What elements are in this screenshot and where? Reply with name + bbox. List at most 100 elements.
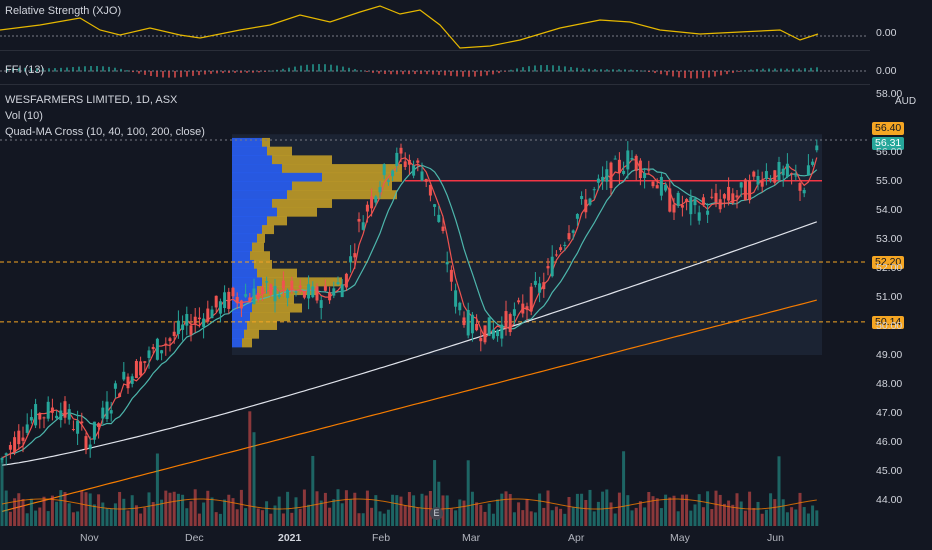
volume-bar [441, 495, 445, 526]
volume-profile-down [272, 198, 332, 208]
ffi-bar [660, 71, 662, 75]
candle-body [218, 301, 222, 314]
candle-body [34, 404, 38, 426]
volume-bar [773, 499, 777, 526]
volume-profile-up [232, 198, 272, 208]
candle-body [176, 320, 180, 335]
candle-body [630, 157, 634, 160]
candle-body [307, 284, 311, 299]
candle-body [773, 170, 777, 183]
candle-body [559, 247, 563, 251]
ffi-bar [546, 65, 548, 72]
earnings-marker-icon[interactable]: E [430, 507, 443, 520]
ffi-bar [162, 71, 164, 78]
candle-body [365, 204, 369, 212]
candle-body [802, 189, 806, 194]
volume-bar [424, 495, 428, 526]
volume-bar [130, 495, 134, 526]
volume-bar [454, 510, 458, 526]
volume-profile-up [232, 207, 277, 217]
ffi-bar [798, 68, 800, 72]
rs-indicator-label[interactable]: Relative Strength (XJO) [5, 5, 122, 17]
volume-bar [80, 490, 84, 526]
candle-body [479, 338, 483, 342]
candle-body [756, 175, 760, 185]
volume-profile-down [254, 259, 272, 269]
candle-body [403, 161, 407, 167]
ffi-bar [756, 68, 758, 72]
candle-body [542, 282, 546, 290]
volume-bar [651, 496, 655, 526]
symbol-title[interactable]: WESFARMERS LIMITED, 1D, ASX [5, 94, 178, 106]
candle-body [643, 173, 647, 179]
volume-bar [752, 508, 756, 526]
ma-indicator-label[interactable]: Quad-MA Cross (10, 40, 100, 200, close) [5, 126, 205, 138]
candle-body [491, 329, 495, 339]
volume-bar [613, 513, 617, 526]
candle-body [197, 317, 201, 320]
volume-bar [160, 499, 164, 526]
candle-body [21, 437, 25, 441]
ffi-indicator-label[interactable]: FFI (13) [5, 64, 45, 76]
vol-indicator-label[interactable]: Vol (10) [5, 110, 43, 122]
currency-label[interactable]: AUD [892, 96, 920, 107]
volume-bar [504, 491, 508, 526]
ffi-bar [672, 71, 674, 77]
candle-body [214, 295, 218, 308]
ffi-bar [246, 71, 248, 73]
ffi-bar [216, 71, 218, 74]
candle-body [50, 407, 54, 413]
candle-body [760, 180, 764, 187]
volume-bar [546, 490, 550, 526]
candle-body [391, 170, 395, 177]
volume-bar [344, 490, 348, 526]
ffi-bar [24, 67, 26, 72]
ffi-bar [408, 71, 410, 75]
ffi-bar [582, 68, 584, 72]
candle-body [748, 180, 752, 201]
ffi-bar [306, 64, 308, 72]
candle-body [67, 409, 71, 420]
volume-bar [420, 493, 424, 526]
candle-body [223, 292, 227, 309]
ffi-bar [564, 66, 566, 72]
candle-body [668, 188, 672, 212]
volume-bar [13, 498, 17, 526]
ffi-bar [792, 68, 794, 72]
candle-body [344, 273, 348, 288]
volume-bar [596, 501, 600, 526]
candle-body [424, 178, 428, 182]
candle-body [315, 286, 319, 301]
ffi-bar [342, 66, 344, 72]
price-axis-tick: 56.00 [876, 145, 903, 158]
price-axis-tick: 51.00 [876, 290, 903, 303]
volume-bar [357, 513, 361, 526]
volume-bar [538, 493, 542, 526]
volume-bar [273, 505, 277, 526]
volume-profile-down [257, 268, 297, 278]
volume-bar [815, 510, 819, 526]
ffi-bar [732, 71, 734, 73]
candle-body [244, 294, 248, 297]
ffi-bar [516, 68, 518, 72]
candle-body [8, 445, 12, 450]
ffi-bar [654, 71, 656, 74]
candle-body [781, 168, 785, 176]
volume-profile-up [232, 233, 257, 243]
candle-body [420, 171, 424, 181]
volume-bar [542, 507, 546, 526]
candle-body [454, 290, 458, 307]
volume-profile-down [322, 172, 402, 182]
ffi-bar [690, 71, 692, 79]
volume-bar [92, 504, 96, 526]
volume-bar [701, 507, 705, 526]
candle-body [55, 415, 59, 419]
volume-bar [349, 499, 353, 526]
volume-bar [223, 499, 227, 526]
volume-bar [248, 411, 252, 526]
volume-bar [206, 490, 210, 526]
volume-bar [491, 513, 495, 526]
ffi-bar [330, 64, 332, 72]
ffi-bar [312, 64, 314, 72]
